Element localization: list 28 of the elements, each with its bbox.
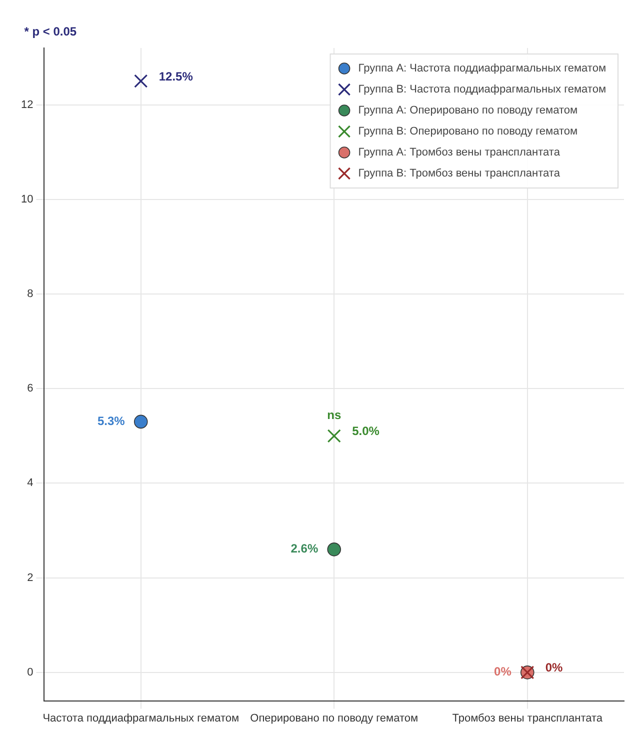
x-tick-label: Частота поддиафрагмальных гематом	[42, 712, 240, 724]
text: * p < 0.05	[24, 24, 77, 38]
point	[134, 74, 148, 88]
point	[134, 414, 148, 429]
data-label: 2.6%	[290, 542, 318, 556]
data-label: 5.0%	[352, 424, 380, 438]
point	[327, 429, 341, 443]
y-tick-label: 2	[27, 572, 34, 584]
legend-label: Группа A: Тромбоз вены трансплантата	[358, 146, 561, 159]
y-tick-label: 4	[27, 477, 34, 490]
point	[327, 542, 342, 556]
annotation: ns	[327, 408, 342, 422]
y-tick-label: 0	[27, 666, 34, 678]
y-tick-label: 12	[20, 98, 34, 111]
y-tick-label: 6	[27, 382, 34, 395]
legend-label: Группа A: Частота поддиафрагмальных гематом	[358, 62, 606, 75]
y-tick-label: 10	[20, 193, 34, 206]
legend-label: Группа A: Оперировано по поводу гематом	[358, 104, 578, 117]
legend-label: Группа B: Оперировано по поводу гематом	[358, 126, 578, 138]
x-tick-label: Тромбоз вены трансплантата	[452, 712, 604, 724]
data-label: 5.3%	[98, 414, 126, 428]
legend-label: Группа B: Частота поддиафрагмальных гематом	[358, 84, 606, 96]
data-label: 12.5%	[158, 69, 194, 84]
data-label: 0%	[494, 664, 512, 679]
data-label: 0%	[545, 660, 564, 675]
x-tick-label: Оперировано по поводу гематом	[250, 712, 418, 724]
legend-label: Группа B: Тромбоз вены трансплантата	[358, 168, 561, 180]
y-tick-label: 8	[27, 288, 34, 300]
